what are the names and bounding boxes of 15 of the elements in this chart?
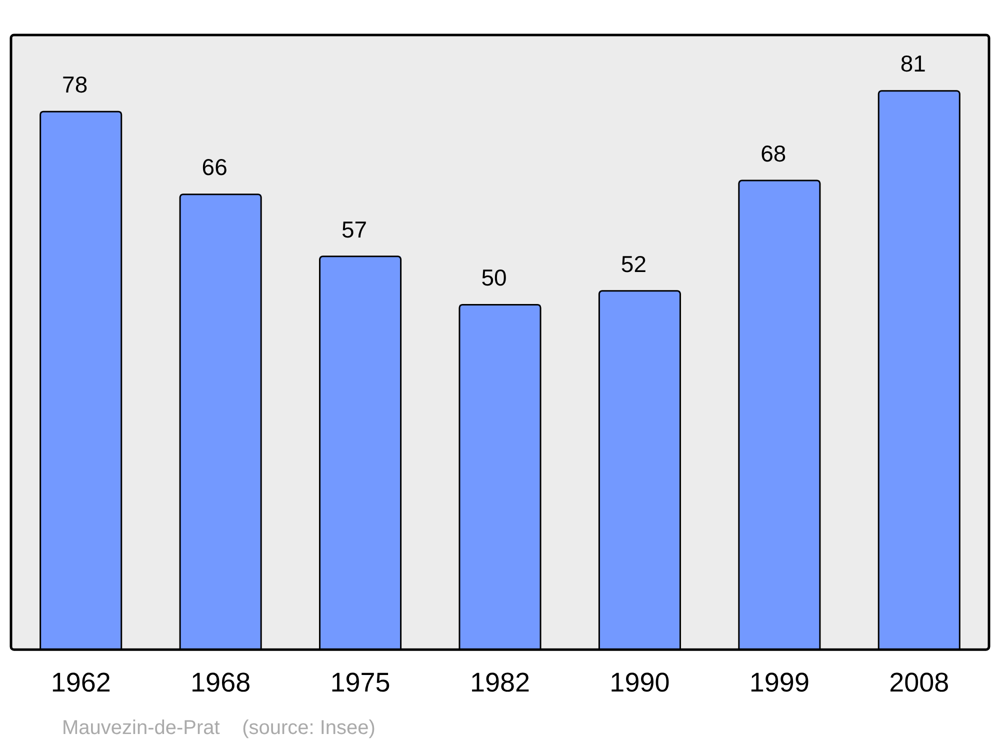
x-tick-label: 2008 <box>889 667 950 698</box>
data-label: 50 <box>481 264 507 291</box>
x-tick-label: 1990 <box>610 667 670 698</box>
x-tick-label: 1975 <box>330 667 390 698</box>
x-tick-label: 1968 <box>190 667 251 698</box>
data-label: 68 <box>760 140 786 166</box>
x-tick-label: 1982 <box>470 667 530 698</box>
data-label: 81 <box>900 50 926 77</box>
data-label: 78 <box>62 71 88 98</box>
data-label: 52 <box>620 250 647 277</box>
x-tick-label: 1999 <box>749 667 810 698</box>
x-tick-label: 1962 <box>50 667 111 698</box>
data-label: 66 <box>202 154 228 180</box>
text: Mauvezin-de-Prat (source: Insee) <box>62 717 376 740</box>
data-label: 57 <box>341 216 368 242</box>
